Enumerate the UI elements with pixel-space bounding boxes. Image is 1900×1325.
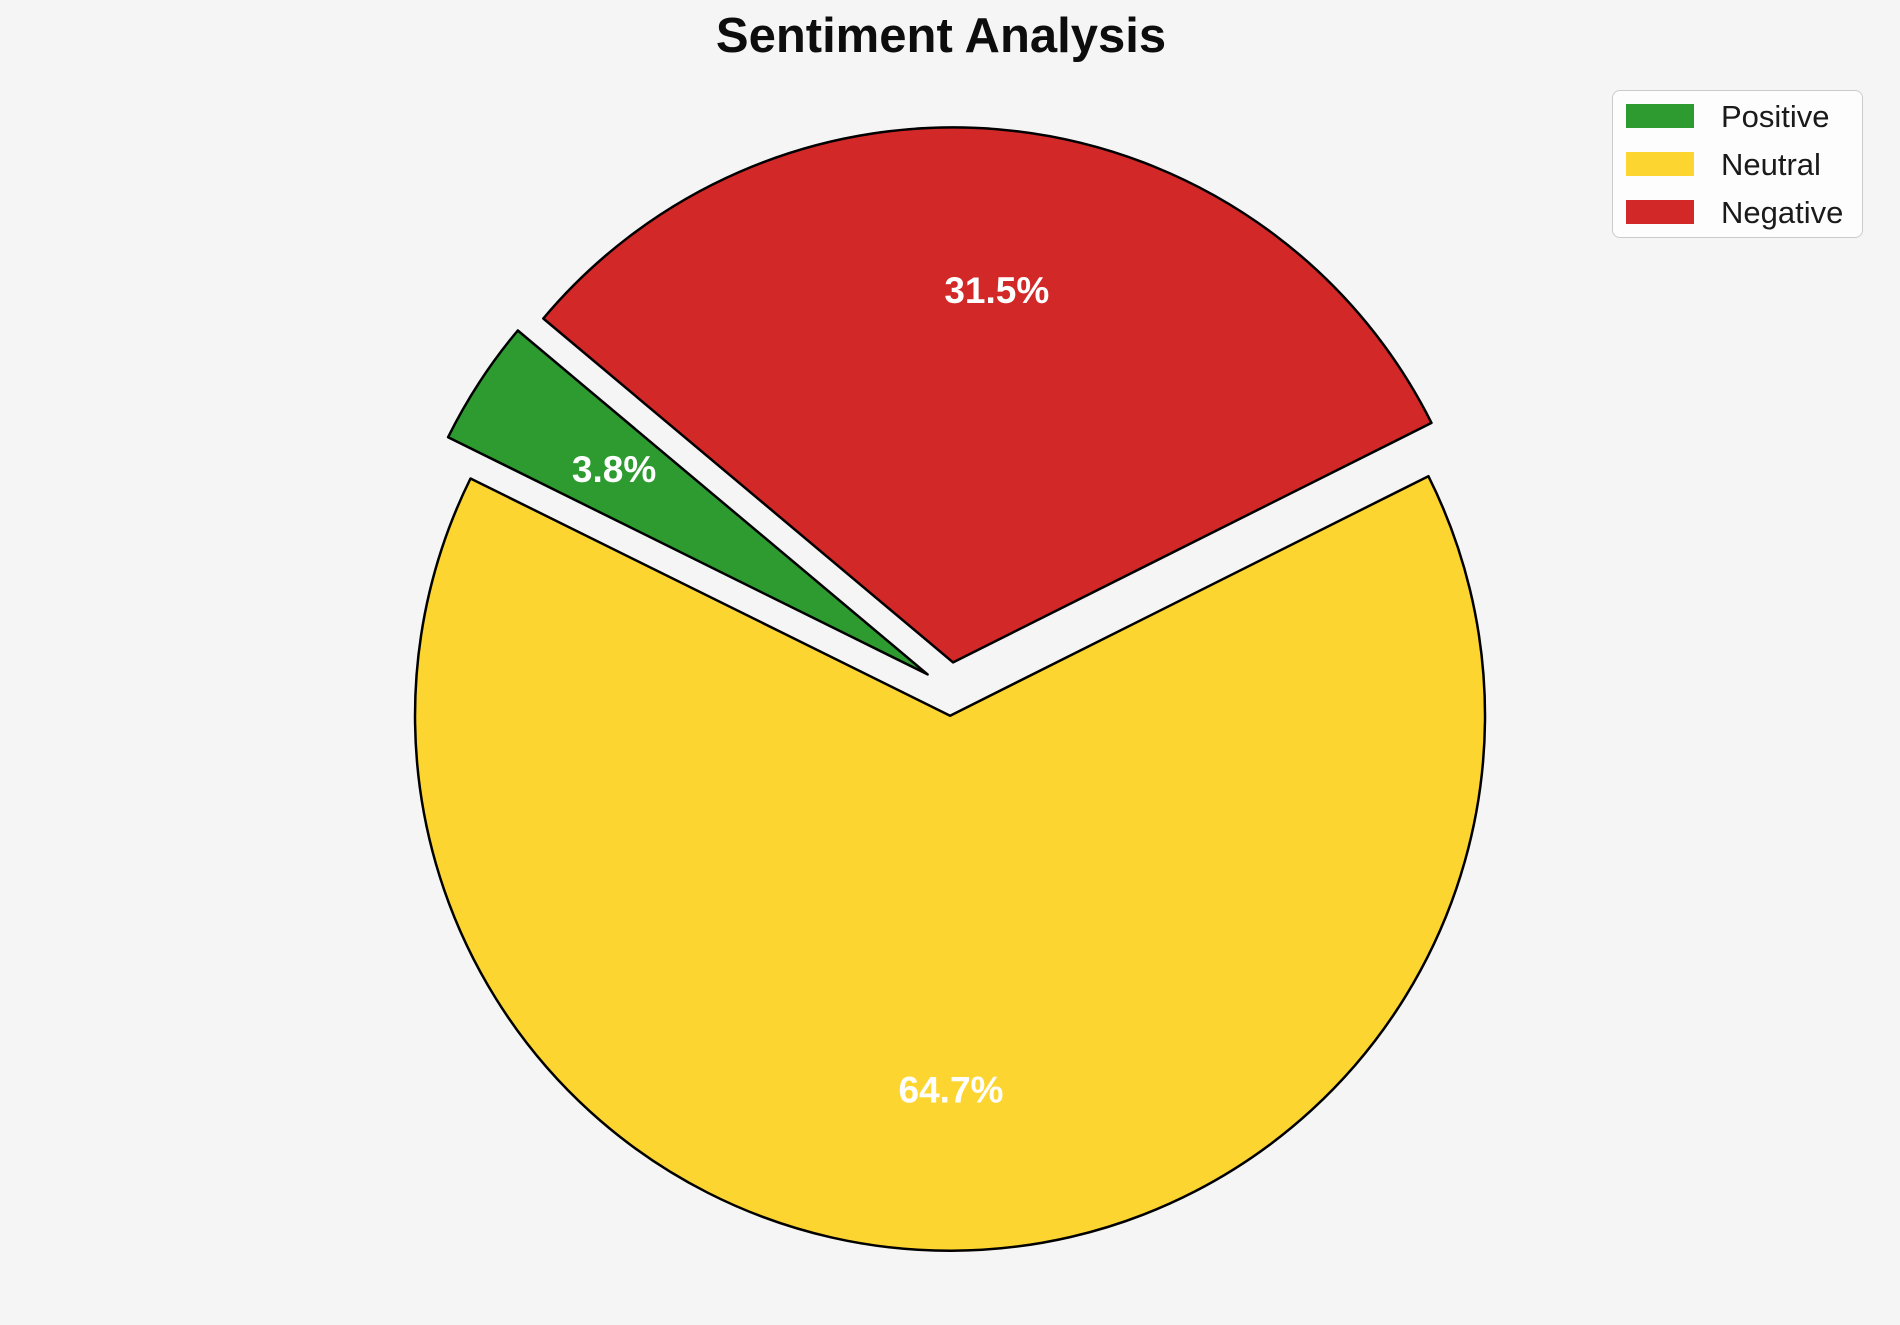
pie-slice-neutral [413,474,1487,1252]
pct-label-negative: 31.5% [944,270,1049,311]
legend-swatch-negative [1626,200,1694,224]
pct-label-neutral: 64.7% [899,1070,1004,1111]
legend-item-positive: Positive [1613,101,1862,132]
pct-label-positive: 3.8% [572,449,656,490]
legend-label-neutral: Neutral [1721,146,1821,182]
pie-slice-positive [446,329,929,676]
legend-item-negative: Negative [1613,197,1862,228]
legend-label-positive: Positive [1721,98,1830,134]
legend-swatch-positive [1626,104,1694,128]
legend: Positive Neutral Negative [1612,90,1863,238]
legend-swatch-neutral [1626,152,1694,176]
legend-item-neutral: Neutral [1613,149,1862,180]
chart-title: Sentiment Analysis [715,9,1167,63]
pie-slice-negative [542,126,1433,664]
legend-label-negative: Negative [1721,194,1844,230]
